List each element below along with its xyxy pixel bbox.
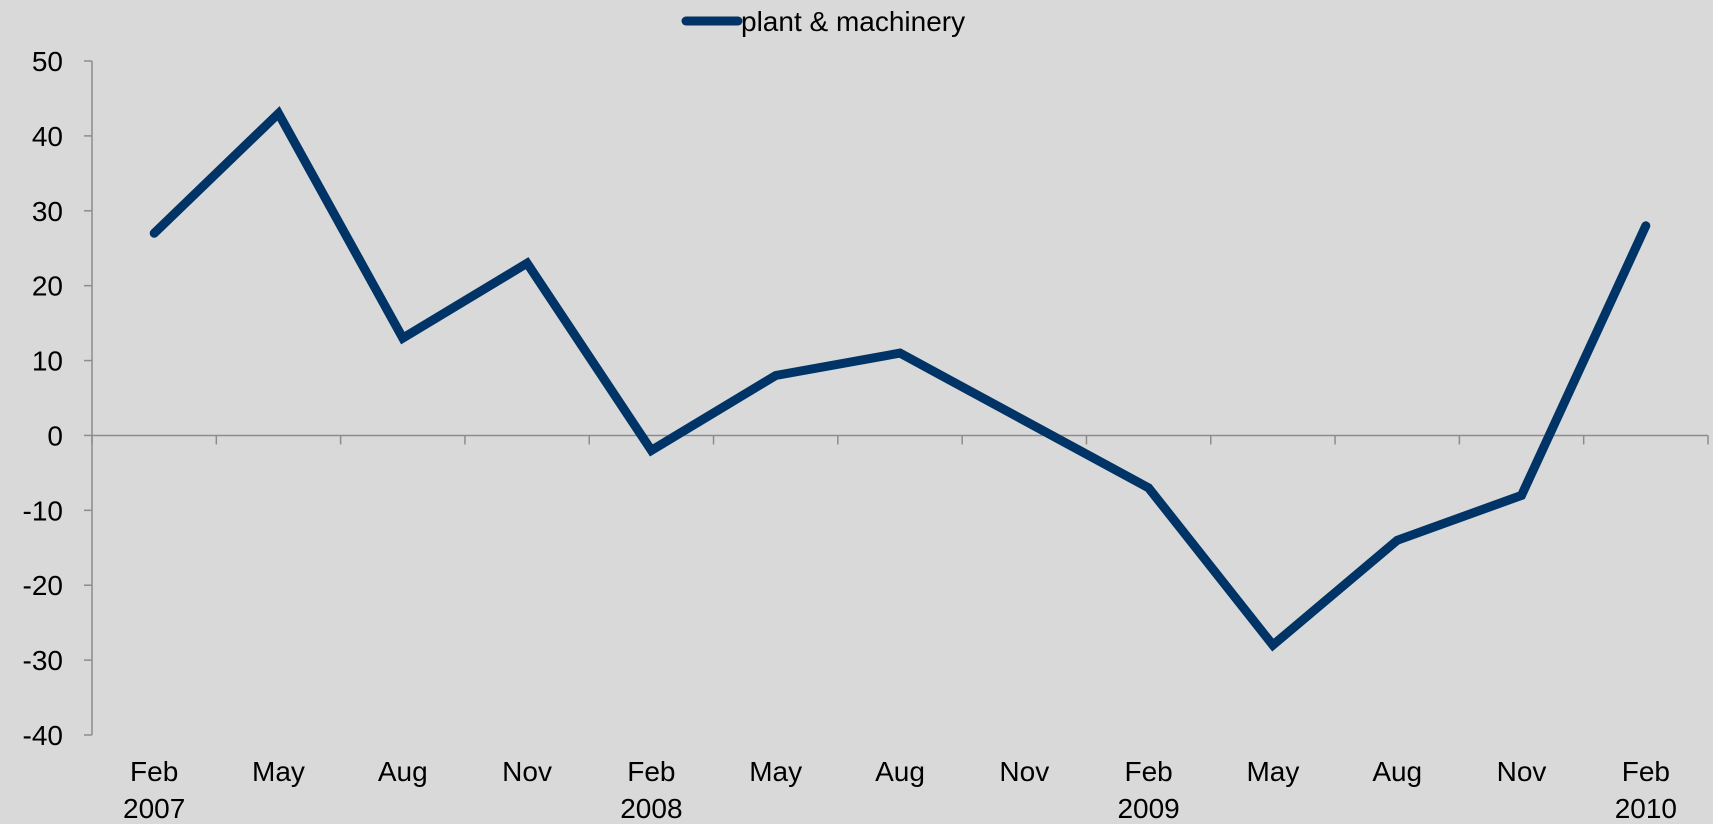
y-tick-label: -30 [23,645,63,676]
x-tick-label-month: Feb [627,756,675,787]
y-tick-label: 40 [32,121,63,152]
x-tick-label-month: Nov [999,756,1049,787]
x-tick-label-month: Aug [1372,756,1422,787]
x-tick-label-month: Nov [1497,756,1547,787]
x-tick-label-month: May [749,756,802,787]
x-tick-label-year: 2009 [1117,793,1179,824]
legend: plant & machinery [681,6,965,37]
y-tick-label: 10 [32,346,63,377]
series-line-plant-machinery [149,106,1651,652]
y-tick-label: -20 [23,570,63,601]
x-tick-label-year: 2008 [620,793,682,824]
y-tick-label: -40 [23,720,63,751]
x-tick-label-month: Feb [1622,756,1670,787]
x-tick-label-month: Aug [378,756,428,787]
y-tick-label: 0 [47,420,63,451]
x-tick-label-month: May [1246,756,1299,787]
x-tick-label-year: 2010 [1615,793,1677,824]
x-tick-label-month: Feb [130,756,178,787]
series-layer [149,106,1651,652]
x-tick-label-month: Nov [502,756,552,787]
y-tick-label: 30 [32,196,63,227]
x-tick-label-month: Feb [1124,756,1172,787]
x-tick-label-month: Aug [875,756,925,787]
y-tick-label: 50 [32,46,63,77]
x-axis: Feb 2007 May Aug Nov Feb 2008 May Aug Nov Feb 2009 M… [91,434,1709,824]
x-tick-label-year: 2007 [123,793,185,824]
x-tick-label-month: May [252,756,305,787]
y-tick-label: -10 [23,495,63,526]
y-axis: 50 40 30 20 10 0 -10 -20 -30 -40 [23,46,93,751]
legend-label-plant-machinery: plant & machinery [741,6,965,37]
y-tick-label: 20 [32,271,63,302]
